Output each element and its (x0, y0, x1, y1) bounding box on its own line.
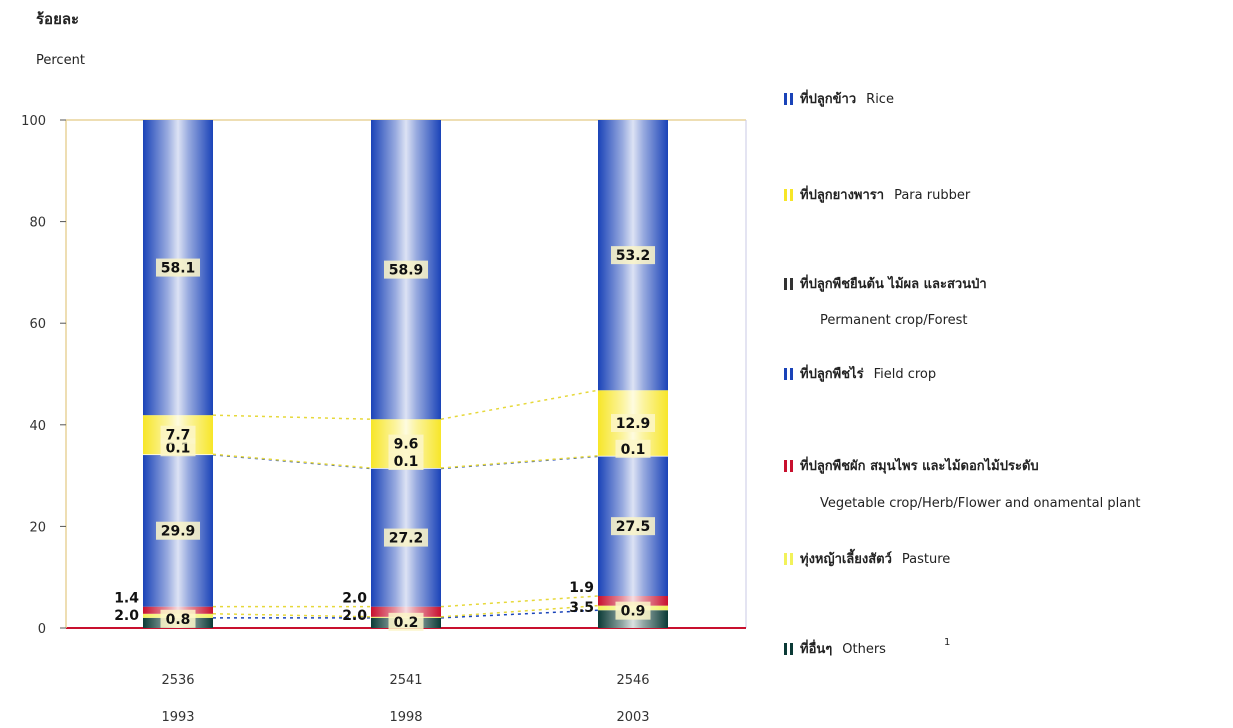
data-label-rice: 53.2 (616, 248, 651, 264)
data-label-rice: 58.1 (161, 261, 196, 277)
data-label-bg (615, 439, 651, 458)
y-tick-label: 60 (29, 317, 46, 332)
legend-swatch (790, 460, 793, 472)
data-label-others: 2.0 (114, 608, 139, 624)
y-axis-title-thai: ร้อยละ (36, 10, 79, 28)
legend-label-rice: ที่ปลูกข้าว Rice (800, 89, 894, 107)
bar-shine (143, 120, 213, 628)
data-label-pasture: 0.2 (394, 615, 419, 631)
y-tick-label: 100 (21, 114, 46, 129)
legend-label-others: ที่อื่นๆ Others (800, 639, 886, 657)
series-connector-vegetable (440, 595, 599, 608)
legend-swatch (784, 278, 787, 290)
data-label-vegetable: 2.0 (342, 591, 367, 607)
series-connector-pasture (440, 604, 599, 618)
data-label-bg (611, 246, 655, 265)
data-label-rubber: 7.7 (166, 428, 191, 444)
data-label-bg (388, 612, 424, 631)
data-label-rubber: 9.6 (394, 437, 419, 453)
y-axis-title: Percent (36, 53, 85, 68)
data-label-bg (615, 601, 651, 620)
data-label-permanent: 0.1 (166, 440, 191, 456)
legend-item-pasture: ทุ่งหญ้าเลี้ยงสัตว์ Pasture (784, 548, 950, 567)
series-connector-rubber (440, 389, 599, 420)
data-label-bg (156, 521, 200, 540)
legend-swatch (784, 368, 787, 380)
legend-swatch (784, 643, 787, 655)
data-label-field: 27.5 (616, 519, 651, 535)
legend-swatch (784, 460, 787, 472)
data-label-bg (160, 425, 196, 444)
data-label-bg (384, 528, 428, 547)
data-label-permanent: 0.1 (394, 454, 419, 470)
x-tick-label-be: 2546 (616, 673, 649, 688)
legend-swatch (790, 278, 793, 290)
series-connector-pasture (212, 613, 372, 618)
legend-sublabel-vegetable: Vegetable crop/Herb/Flower and onamental… (820, 496, 1141, 511)
y-tick-label: 80 (29, 216, 46, 231)
legend-sublabel-permanent: Permanent crop/Forest (820, 313, 968, 328)
series-connector-permanent (212, 453, 372, 469)
data-label-permanent: 0.1 (621, 442, 646, 458)
legend-item-field: ที่ปลูกพืชไร่ Field crop (784, 364, 936, 382)
legend-item-permanent: ที่ปลูกพืชยืนต้น ไม้ผล และสวนป่า Permanen… (784, 274, 987, 328)
data-label-pasture: 0.9 (621, 604, 646, 620)
legend-label-permanent: ที่ปลูกพืชยืนต้น ไม้ผล และสวนป่า (800, 274, 987, 292)
legend-swatch (784, 553, 787, 565)
legend-label-field: ที่ปลูกพืชไร่ Field crop (800, 364, 936, 382)
data-label-bg (388, 434, 424, 453)
legend-item-others: ที่อื่นๆ Others 1 (784, 637, 950, 657)
legend-label-rubber: ที่ปลูกยางพารา Para rubber (800, 185, 971, 203)
data-label-field: 29.9 (161, 524, 196, 540)
x-tick-label-ce: 1998 (389, 710, 422, 725)
x-tick-label-ce: 2003 (616, 710, 649, 725)
data-label-vegetable: 1.9 (569, 580, 594, 596)
data-label-pasture: 0.8 (166, 612, 191, 628)
legend-swatch (790, 189, 793, 201)
legend-label-pasture: ทุ่งหญ้าเลี้ยงสัตว์ Pasture (800, 548, 950, 567)
legend-swatch (784, 189, 787, 201)
legend-swatch (790, 93, 793, 105)
legend-swatch (784, 93, 787, 105)
data-label-rice: 58.9 (389, 263, 424, 279)
legend-item-rubber: ที่ปลูกยางพารา Para rubber (784, 185, 971, 203)
y-tick-label: 40 (29, 419, 46, 434)
legend-swatch (790, 643, 793, 655)
data-label-rubber: 12.9 (616, 416, 651, 432)
data-label-bg (160, 609, 196, 628)
legend-label-vegetable: ที่ปลูกพืชผัก สมุนไพร และไม้ดอกไม้ประดับ (800, 456, 1039, 474)
legend-swatch (790, 553, 793, 565)
legend-note-mark: 1 (944, 637, 950, 648)
data-label-bg (611, 517, 655, 536)
series-connector-permanent (440, 455, 599, 469)
data-label-others: 2.0 (342, 608, 367, 624)
bar-shine (598, 120, 668, 628)
x-tick-label-ce: 1993 (161, 710, 194, 725)
legend-item-rice: ที่ปลูกข้าว Rice (784, 89, 894, 107)
x-tick-label-be: 2536 (161, 673, 194, 688)
data-label-bg (388, 451, 424, 470)
legend-item-vegetable: ที่ปลูกพืชผัก สมุนไพร และไม้ดอกไม้ประดับ… (784, 456, 1141, 511)
data-label-vegetable: 1.4 (114, 591, 139, 607)
data-label-field: 27.2 (389, 531, 424, 547)
y-tick-label: 20 (29, 520, 46, 535)
data-label-bg (156, 258, 200, 277)
y-tick-label: 0 (38, 622, 46, 637)
data-label-others: 3.5 (569, 600, 594, 616)
x-tick-label-be: 2541 (389, 673, 422, 688)
legend-swatch (790, 368, 793, 380)
data-label-bg (611, 414, 655, 433)
bar-shine (371, 120, 441, 628)
data-label-bg (384, 260, 428, 279)
series-connector-rubber (212, 414, 372, 420)
series-connector-others (440, 609, 599, 619)
